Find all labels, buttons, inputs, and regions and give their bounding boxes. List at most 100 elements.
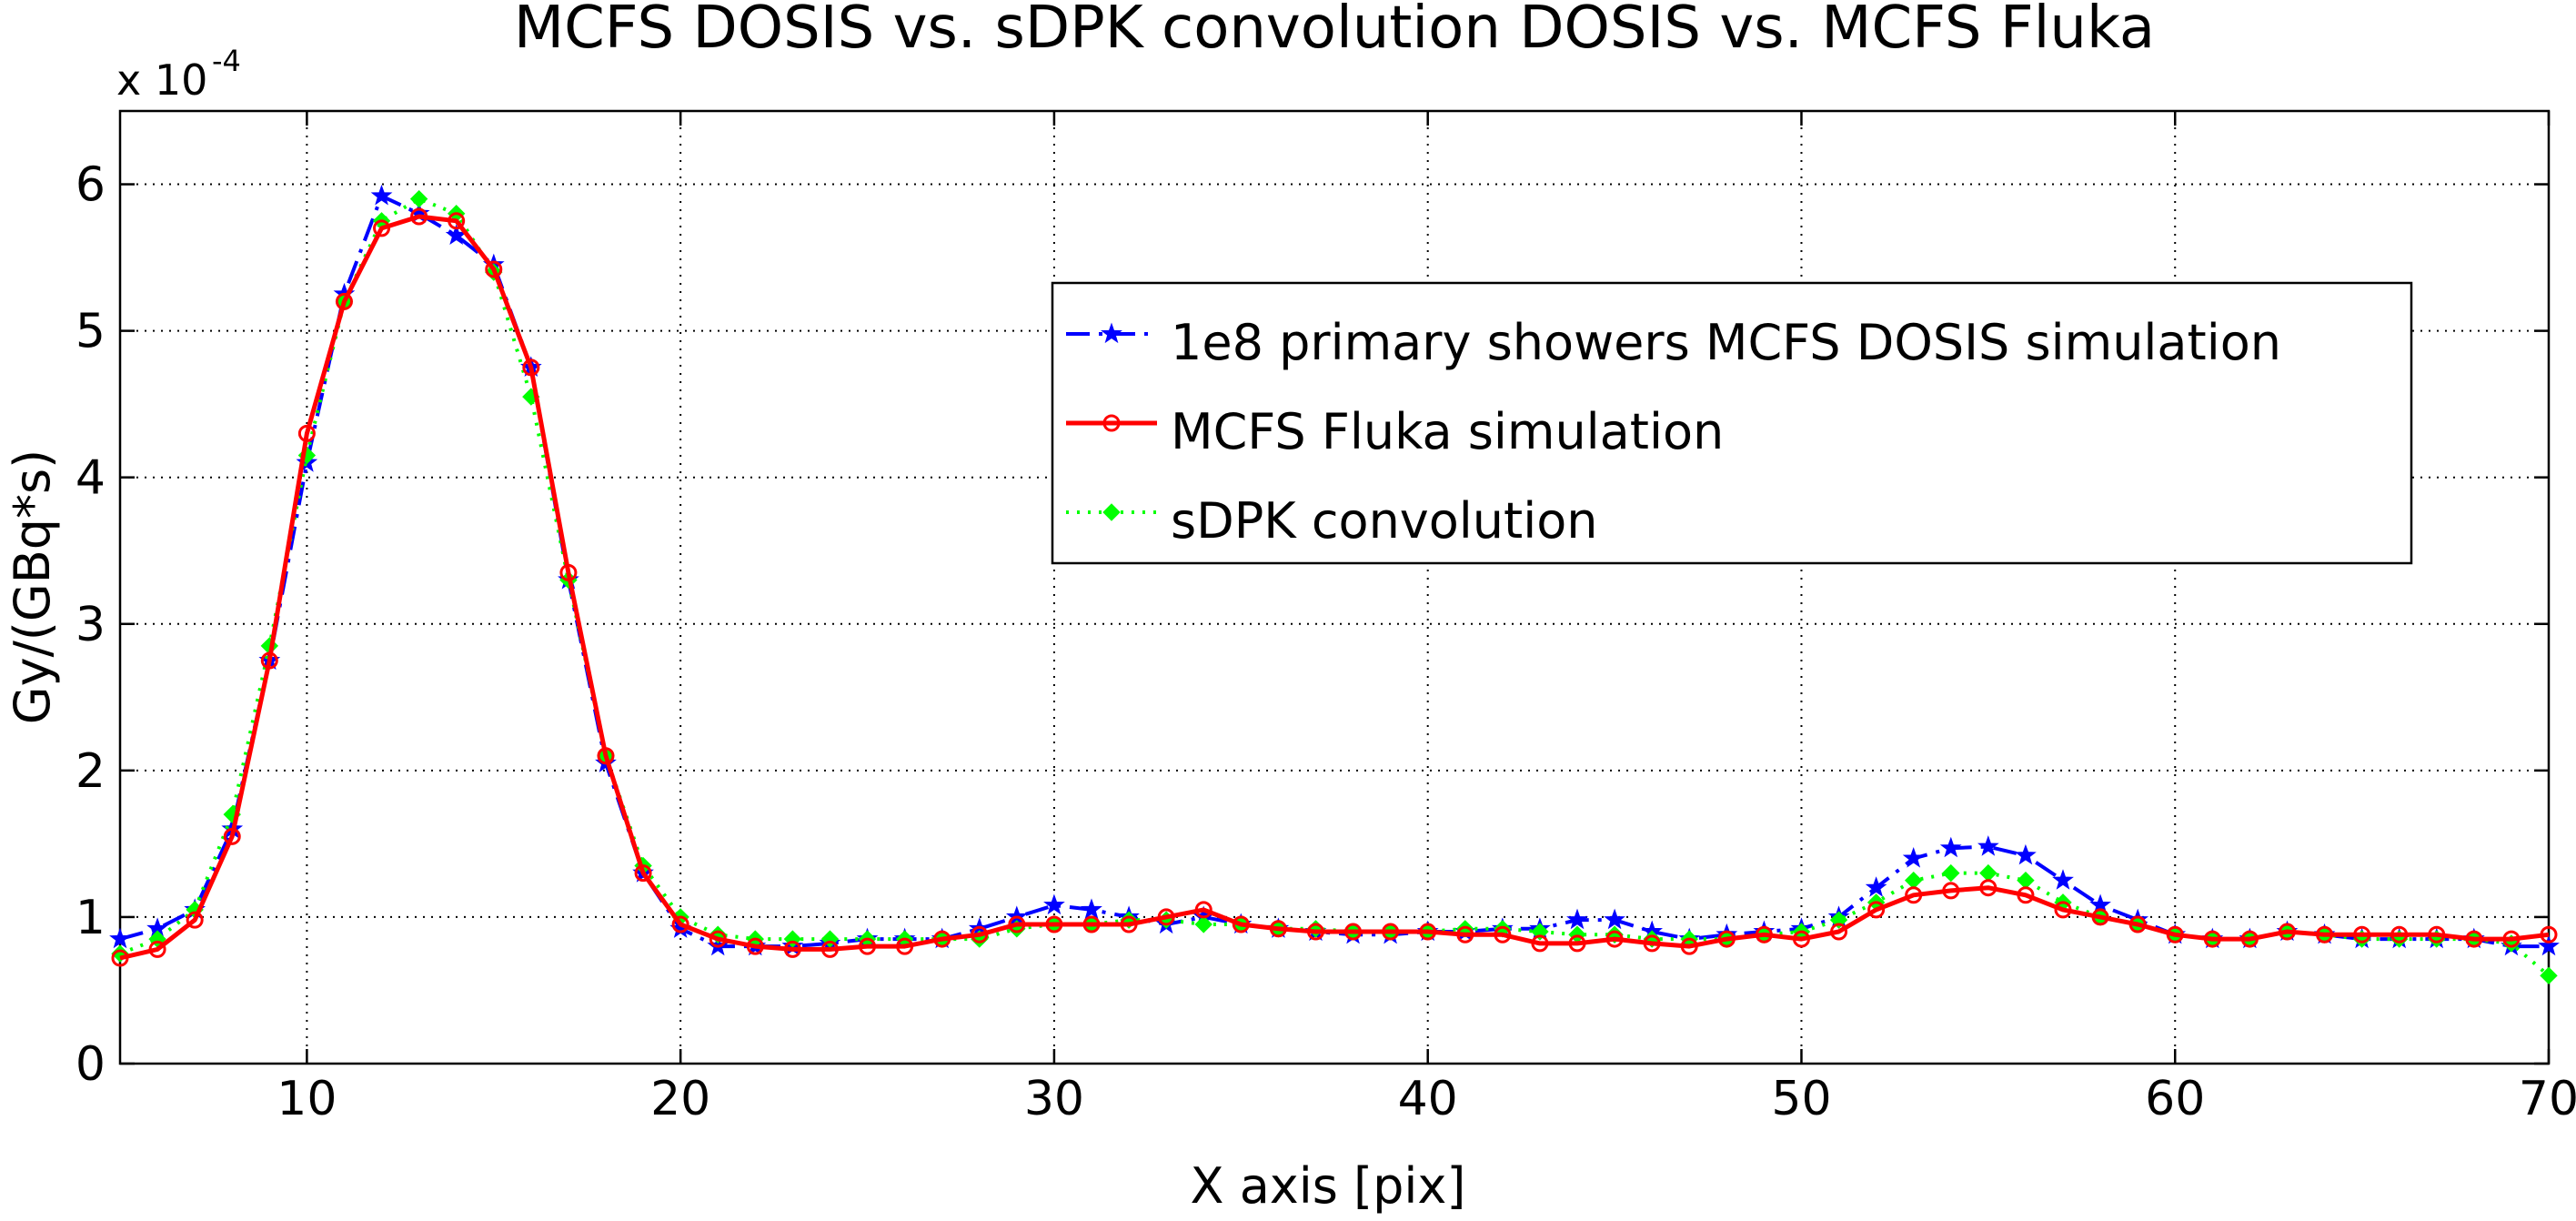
series-2-point bbox=[522, 358, 540, 377]
series-2-point bbox=[859, 937, 877, 955]
series-2-point bbox=[783, 940, 801, 958]
series-3-point bbox=[2540, 966, 2558, 985]
series-3-point bbox=[1531, 923, 1549, 941]
series-1-point bbox=[1604, 908, 1625, 930]
y-tick-label: 3 bbox=[75, 598, 106, 652]
series-2-point bbox=[485, 260, 503, 278]
x-tick-label: 60 bbox=[2145, 1072, 2205, 1126]
series-3-point bbox=[1194, 915, 1213, 933]
y-tick-label: 4 bbox=[75, 451, 106, 506]
series-2-point bbox=[2240, 930, 2259, 948]
series-2-point bbox=[148, 940, 166, 958]
series-1-point bbox=[370, 184, 393, 206]
y-axis-label: Gy/(GBq*s) bbox=[4, 449, 61, 724]
series-2-point bbox=[971, 925, 989, 944]
series-2-point bbox=[1456, 925, 1474, 944]
y-tick-label: 6 bbox=[75, 158, 106, 213]
series-1-point bbox=[109, 927, 131, 949]
series-2-point bbox=[1568, 934, 1586, 953]
series-2-point bbox=[1120, 915, 1138, 933]
series-2-point bbox=[1045, 915, 1063, 933]
series-2-point bbox=[2091, 908, 2109, 926]
series-2-point bbox=[1194, 901, 1213, 919]
y-tick-label: 5 bbox=[75, 305, 106, 359]
legend-entry-1-marker bbox=[1101, 322, 1122, 344]
series-2-point bbox=[2390, 925, 2409, 944]
series-2-point bbox=[1830, 923, 1848, 941]
series-2-point bbox=[1979, 879, 1997, 897]
legend-entry-1-label: 1e8 primary showers MCFS DOSIS simulatio… bbox=[1171, 314, 2281, 371]
series-2-point bbox=[896, 937, 914, 955]
legend: 1e8 primary showers MCFS DOSIS simulatio… bbox=[1051, 281, 2413, 565]
series-2-point bbox=[1717, 930, 1736, 948]
series-1-point bbox=[2052, 869, 2074, 890]
series-2-point bbox=[709, 930, 727, 948]
series-2-point bbox=[186, 911, 204, 929]
series-2-point bbox=[335, 292, 353, 310]
series-2-point bbox=[1905, 886, 1923, 904]
series-2-point bbox=[746, 937, 764, 955]
series-2-point bbox=[410, 207, 428, 226]
series-2-point bbox=[2166, 925, 2184, 944]
series-2-point bbox=[1531, 934, 1549, 953]
series-2-point bbox=[2017, 886, 2035, 904]
x-tick-label: 70 bbox=[2519, 1072, 2576, 1126]
series-2-point bbox=[373, 219, 391, 237]
x-tick-label: 50 bbox=[1771, 1072, 1831, 1126]
series-1-point bbox=[1977, 835, 1999, 856]
series-1-point bbox=[1566, 908, 1588, 930]
series-2-point bbox=[2540, 925, 2558, 944]
series-2-point bbox=[1605, 930, 1624, 948]
series-2-point bbox=[2502, 930, 2521, 948]
series-2-point bbox=[933, 930, 951, 948]
legend-box bbox=[1051, 281, 2413, 565]
series-2-point bbox=[2316, 925, 2334, 944]
series-2-point bbox=[1867, 901, 1886, 919]
series-3-point bbox=[1942, 863, 1960, 883]
series-1-point bbox=[1865, 876, 1887, 897]
series-2-point bbox=[1269, 920, 1287, 938]
chart-title: MCFS DOSIS vs. sDPK convolution DOSIS vs… bbox=[514, 0, 2155, 62]
series-2-point bbox=[2054, 901, 2072, 919]
series-3-point bbox=[1829, 911, 1848, 929]
plot-frame bbox=[118, 109, 2551, 1065]
legend-entry-3-label: sDPK convolution bbox=[1171, 492, 1597, 550]
series-2 bbox=[111, 207, 2558, 967]
series-2-point bbox=[223, 827, 241, 845]
series-2-point bbox=[559, 563, 578, 581]
series-3-point bbox=[409, 189, 428, 208]
series-1-point bbox=[2538, 934, 2560, 956]
series-1-point bbox=[2015, 843, 2037, 865]
series-2-point bbox=[1755, 925, 1773, 944]
series-group bbox=[109, 184, 2560, 985]
series-2-point bbox=[448, 212, 466, 230]
series-1-point bbox=[1081, 898, 1102, 919]
series-2-point bbox=[1232, 915, 1250, 933]
series-2-point bbox=[2428, 925, 2446, 944]
series-2-point bbox=[297, 424, 316, 442]
series-2-point bbox=[1494, 925, 1512, 944]
series-2-point bbox=[1382, 923, 1400, 941]
legend-entry-3-marker bbox=[1102, 503, 1121, 521]
series-2-point bbox=[2128, 915, 2147, 933]
series-2-point bbox=[1419, 923, 1437, 941]
series-2-point bbox=[1008, 915, 1026, 933]
y-tick-label: 0 bbox=[75, 1037, 106, 1092]
y-tick-label: 2 bbox=[75, 744, 106, 799]
series-2-point bbox=[597, 747, 615, 765]
series-2-point bbox=[634, 864, 652, 883]
series-2-point bbox=[1680, 937, 1698, 955]
x-tick-label: 30 bbox=[1024, 1072, 1084, 1126]
series-2-point bbox=[2465, 930, 2483, 948]
y-exponent-power: -4 bbox=[212, 44, 241, 78]
series-2-point bbox=[1306, 923, 1324, 941]
x-axis-label: X axis [pix] bbox=[1191, 1157, 1466, 1215]
series-2-point bbox=[1942, 882, 1960, 900]
legend-swatches bbox=[1066, 322, 1157, 521]
legend-entry-2-label: MCFS Fluka simulation bbox=[1171, 403, 1724, 460]
series-2-point bbox=[671, 915, 689, 933]
legend-entry-2-marker bbox=[1102, 414, 1121, 432]
x-tick-label: 40 bbox=[1398, 1072, 1458, 1126]
series-1-point bbox=[1902, 847, 1925, 868]
